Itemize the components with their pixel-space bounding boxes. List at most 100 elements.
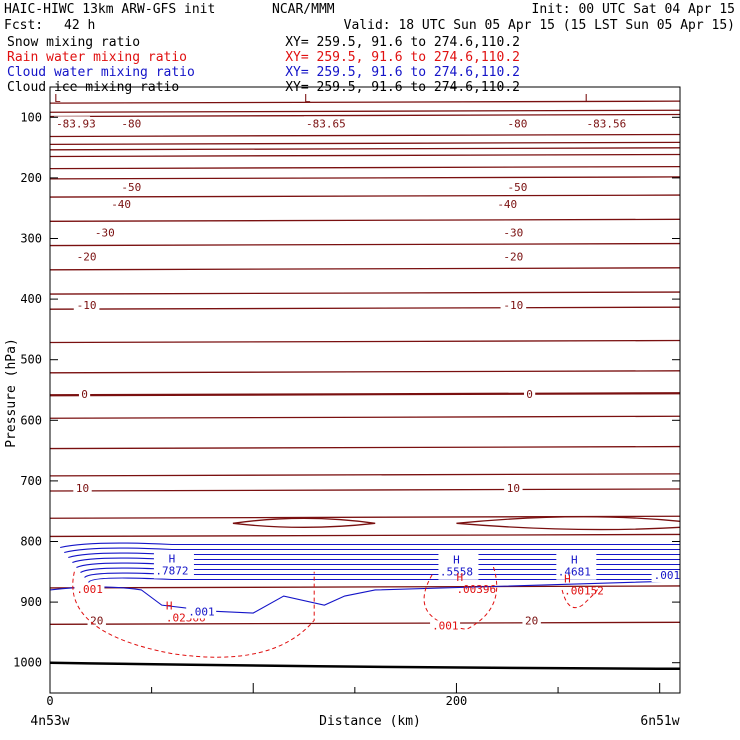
min-marker-letter: L (584, 92, 591, 105)
temperature-line (49, 147, 681, 151)
cloud-water-max-bg (438, 551, 479, 580)
temperature-label-bg (504, 482, 523, 495)
temperature-label-bg (78, 388, 91, 401)
rain-max-letter: H (456, 571, 463, 584)
contour-label: .001 (76, 583, 103, 596)
cloud-water-contour (60, 542, 680, 549)
temperature-label: -40 (497, 198, 517, 211)
contour-label-bg (74, 584, 105, 597)
temperature-line (49, 113, 681, 118)
left-endpoint-label: 4n53w (30, 714, 69, 729)
temperature-label-bg (92, 226, 118, 239)
min-marker-letter: L (304, 92, 311, 105)
cloud-water-max-value: .4681 (558, 566, 591, 579)
rain-max-value: .00152 (564, 585, 604, 598)
temperature-line (49, 415, 681, 419)
temperature-line (49, 370, 681, 374)
temperature-label-bg (108, 197, 134, 210)
right-endpoint-label: 6n51w (640, 714, 679, 729)
field-name-2: Cloud water mixing ratio (7, 65, 195, 80)
temperature-label: 0 (526, 388, 533, 401)
y-tick-label: 800 (20, 535, 42, 549)
y-axis-title: Pressure (hPa) (4, 338, 19, 448)
cloud-water-max-bg (556, 551, 597, 580)
min-marker-bg (54, 116, 91, 129)
y-tick-label: 1000 (13, 656, 42, 670)
temperature-line (49, 445, 681, 450)
temperature-label: -30 (95, 226, 115, 239)
temperature-label: 10 (507, 482, 520, 495)
y-tick-label: 600 (20, 413, 42, 427)
temperature-line (49, 392, 681, 397)
rain-max-letter: H (564, 573, 571, 586)
temperature-line (49, 488, 681, 492)
plot-frame (49, 86, 681, 694)
field-legend: Snow mixing ratio XY= 259.5, 91.6 to 274.… (7, 35, 520, 95)
forecast-label: Fcst: (4, 18, 43, 33)
rain-contour (423, 565, 498, 630)
temperature-line (49, 165, 681, 170)
temperature-line (49, 621, 681, 625)
x-axis-title: Distance (km) (319, 714, 421, 729)
temperature-label: -30 (503, 226, 523, 239)
y-tick-label: 400 (20, 292, 42, 306)
temperature-label: -50 (121, 181, 141, 194)
temperature-label-bg (73, 482, 92, 495)
temperature-line (49, 339, 681, 344)
temperature-label-bg (500, 226, 527, 239)
temperature-label-bg (73, 250, 100, 263)
rain-max-value: .00396 (456, 583, 496, 596)
temperature-line (49, 473, 681, 477)
x-tick-label: 0 (46, 694, 53, 708)
min-marker-bg (584, 116, 621, 129)
rain-max-letter: H (166, 599, 173, 612)
cloud-water-max-bg (153, 550, 194, 579)
y-tick-label: 900 (20, 595, 42, 609)
temperature-label-bg (494, 197, 521, 210)
temperature-label-bg (73, 299, 100, 312)
min-marker-bg (304, 116, 341, 129)
temperature-lens (232, 517, 376, 528)
temperature-line (49, 109, 681, 113)
field-xy-1: XY= 259.5, 91.6 to 274.6,110.2 (285, 50, 520, 65)
contour-label: .001 (188, 605, 215, 618)
y-tick-label: 100 (20, 110, 42, 124)
temperature-line (49, 585, 681, 589)
field-name-0: Snow mixing ratio (7, 35, 140, 50)
y-tick-label: 700 (20, 474, 42, 488)
temperature-label: -20 (503, 251, 523, 264)
cloud-water-max-value: .7872 (155, 565, 188, 578)
min-marker-value: -83.93 (56, 117, 96, 130)
min-marker-value: -83.56 (586, 117, 626, 130)
temperature-label-bg (500, 250, 527, 263)
temperature-line (49, 291, 681, 295)
temperature-label: -40 (111, 198, 131, 211)
temperature-line (49, 176, 681, 180)
valid-time: Valid: 18 UTC Sun 05 Apr 15 (15 LST Sun … (344, 18, 735, 33)
temperature-label: 20 (525, 614, 538, 627)
temperature-line (49, 194, 681, 198)
contour-label: .001 (432, 619, 459, 632)
figure-header: HAIC-HIWC 13km ARW-GFS init NCAR/MMM Ini… (4, 2, 735, 33)
cloud-water-max-letter: H (571, 554, 578, 567)
temperature-label: -10 (503, 299, 523, 312)
min-marker-value: -83.65 (306, 117, 346, 130)
field-name-1: Rain water mixing ratio (7, 50, 187, 65)
x-tick-label: 200 (446, 694, 468, 708)
plot-area: -80 -80 -50 -50 -40 -40 -30 -30 -20 -20 -10 -10 0 0 10… (13, 86, 682, 708)
model-title: HAIC-HIWC 13km ARW-GFS init (4, 2, 215, 17)
temperature-label-bg (118, 180, 145, 193)
cloud-water-contour (64, 547, 680, 554)
temperature-line (49, 306, 681, 310)
y-tick-label: 500 (20, 353, 42, 367)
temperature-label: 20 (90, 614, 103, 627)
temperature-label-bg (524, 388, 536, 401)
temperature-label-bg (504, 117, 531, 130)
temperature-line (49, 141, 681, 146)
temperature-line (49, 242, 681, 247)
cloud-water-max-value: .5558 (440, 566, 473, 579)
temperature-label-bg (522, 614, 541, 627)
field-xy-2: XY= 259.5, 91.6 to 274.6,110.2 (285, 65, 520, 80)
init-time: Init: 00 UTC Sat 04 Apr 15 (532, 2, 736, 17)
temperature-label-bg (118, 117, 145, 130)
